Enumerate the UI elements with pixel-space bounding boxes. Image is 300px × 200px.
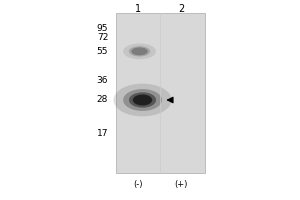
Ellipse shape	[129, 92, 156, 108]
Ellipse shape	[113, 84, 172, 116]
Bar	[116, 13, 205, 173]
Text: 95: 95	[97, 24, 108, 33]
Ellipse shape	[129, 46, 150, 57]
Text: 1: 1	[135, 4, 141, 14]
Text: 72: 72	[97, 33, 108, 42]
Text: 2: 2	[178, 4, 184, 14]
Text: 28: 28	[97, 96, 108, 104]
Ellipse shape	[133, 95, 152, 105]
Ellipse shape	[123, 43, 156, 59]
Text: 36: 36	[97, 76, 108, 85]
Ellipse shape	[131, 47, 148, 55]
Text: 17: 17	[97, 129, 108, 138]
Text: (+): (+)	[175, 180, 188, 189]
Ellipse shape	[123, 89, 162, 111]
Text: (-): (-)	[133, 180, 143, 189]
Text: 55: 55	[97, 47, 108, 56]
